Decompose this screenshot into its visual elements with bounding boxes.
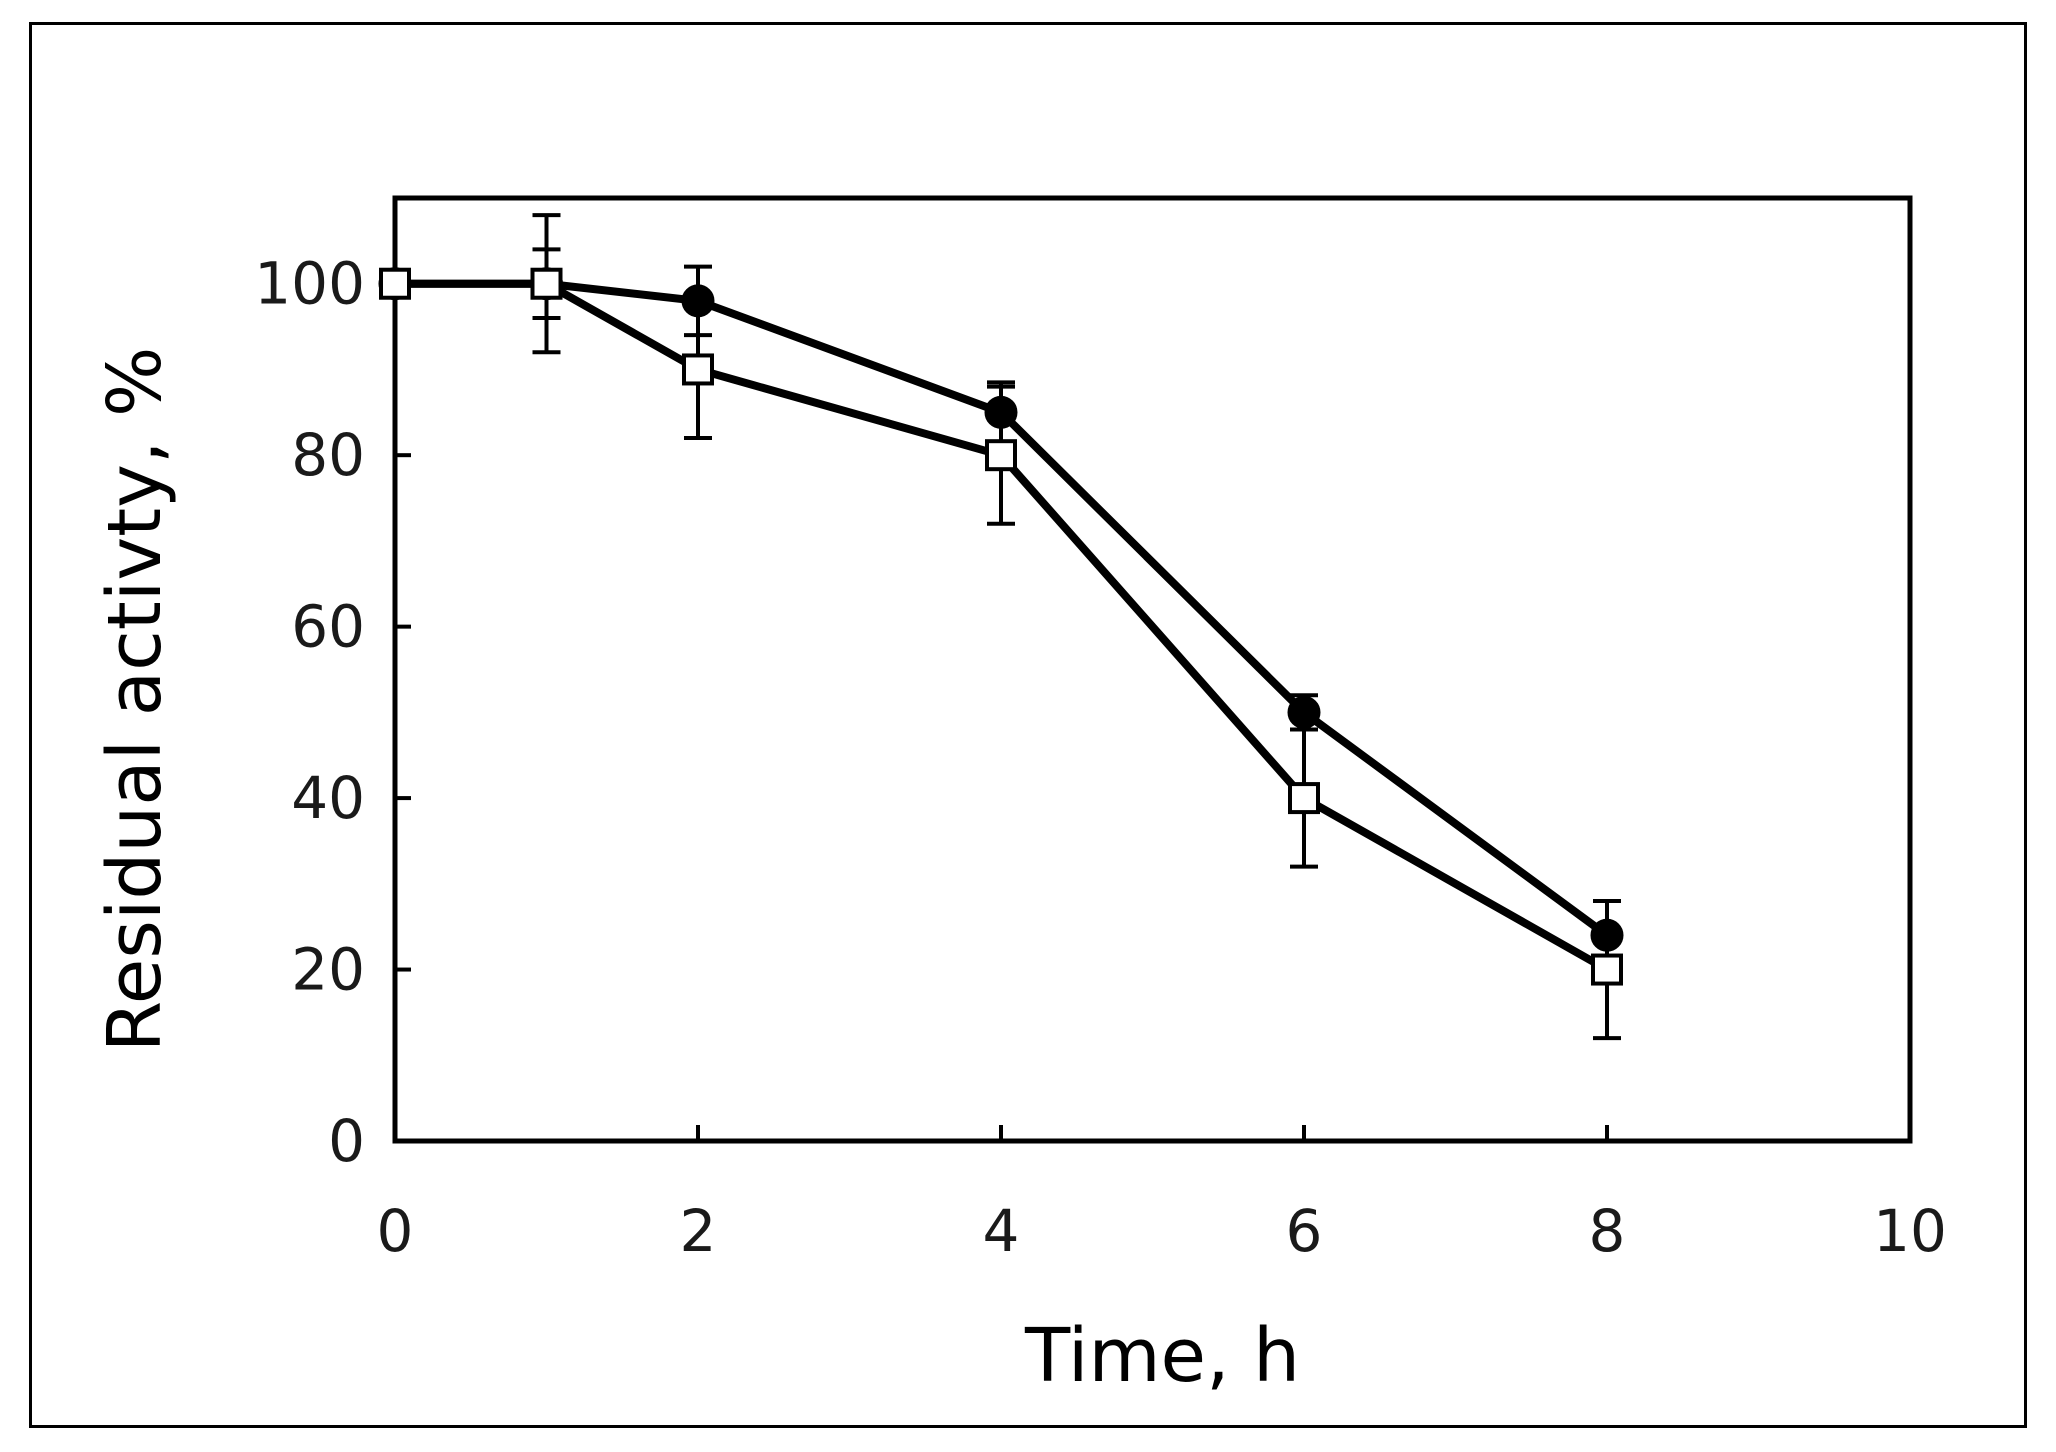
series-layer [378, 213, 1624, 1041]
data-point-square [985, 439, 1017, 472]
data-point-square [1288, 782, 1320, 815]
plot-area [392, 195, 1913, 1144]
x-tick-label: 4 [983, 1197, 1020, 1265]
y-tick-label: 60 [291, 593, 365, 661]
y-tick-label: 80 [291, 421, 365, 489]
data-point-circle [1287, 695, 1321, 729]
x-axis-ticks: 0 2 4 6 8 10 [377, 1125, 1947, 1265]
y-tick-label: 20 [291, 936, 365, 1004]
y-tick-label: 40 [291, 764, 365, 832]
y-tick-label: 100 [254, 250, 365, 318]
data-point-circle [984, 395, 1018, 429]
x-tick-label: 0 [377, 1197, 414, 1265]
data-point-circle [1590, 918, 1624, 952]
data-point-square [530, 267, 563, 300]
x-tick-label: 8 [1589, 1197, 1626, 1265]
y-axis-ticks: 0 20 40 60 80 100 [254, 250, 411, 1175]
data-point-square [1591, 953, 1623, 986]
data-point-circle [681, 284, 715, 318]
data-point-square [379, 267, 411, 300]
x-tick-label: 2 [680, 1197, 717, 1265]
x-tick-label: 10 [1873, 1197, 1947, 1265]
x-axis-title: Time, h [1024, 1313, 1300, 1399]
data-point-square [682, 353, 714, 386]
series-line-2 [395, 279, 1609, 974]
figure-frame [29, 22, 2027, 1428]
y-axis-title: Residual activty, % [92, 347, 178, 1053]
y-tick-label: 0 [328, 1107, 365, 1175]
x-tick-label: 6 [1286, 1197, 1323, 1265]
